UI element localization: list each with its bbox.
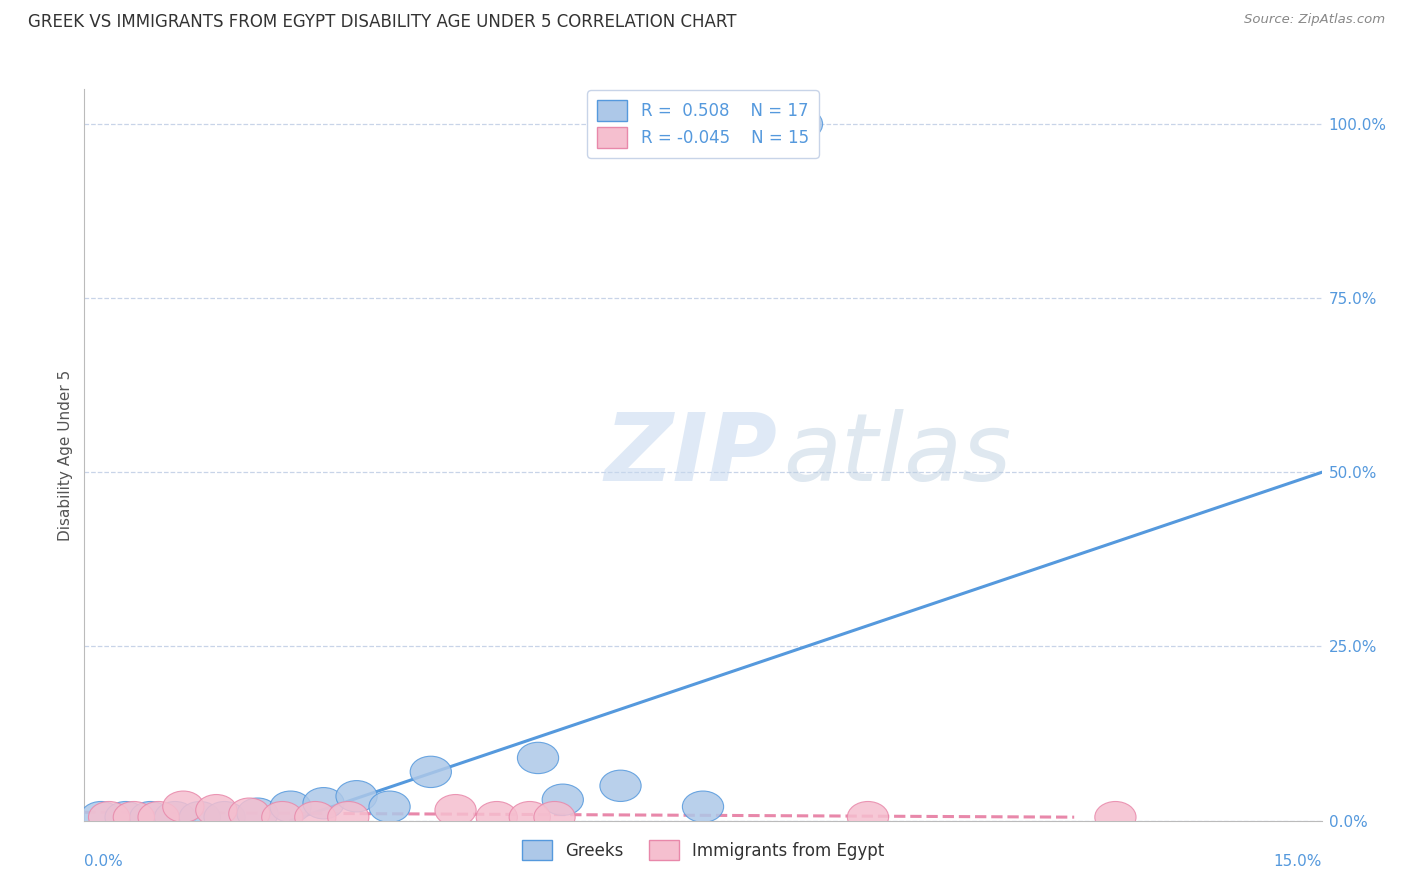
Ellipse shape	[782, 108, 823, 140]
Ellipse shape	[179, 802, 221, 833]
Text: 0.0%: 0.0%	[84, 854, 124, 869]
Text: GREEK VS IMMIGRANTS FROM EGYPT DISABILITY AGE UNDER 5 CORRELATION CHART: GREEK VS IMMIGRANTS FROM EGYPT DISABILIT…	[28, 13, 737, 31]
Ellipse shape	[163, 791, 204, 822]
Ellipse shape	[534, 802, 575, 833]
Ellipse shape	[155, 802, 195, 833]
Ellipse shape	[543, 784, 583, 815]
Ellipse shape	[411, 756, 451, 788]
Text: 15.0%: 15.0%	[1274, 854, 1322, 869]
Ellipse shape	[336, 780, 377, 812]
Ellipse shape	[509, 802, 550, 833]
Text: ZIP: ZIP	[605, 409, 778, 501]
Ellipse shape	[295, 802, 336, 833]
Ellipse shape	[368, 791, 411, 822]
Ellipse shape	[105, 802, 146, 833]
Ellipse shape	[477, 802, 517, 833]
Ellipse shape	[434, 795, 477, 826]
Ellipse shape	[129, 802, 172, 833]
Ellipse shape	[195, 795, 238, 826]
Text: atlas: atlas	[783, 409, 1012, 500]
Ellipse shape	[229, 798, 270, 830]
Ellipse shape	[682, 791, 724, 822]
Ellipse shape	[114, 802, 155, 833]
Ellipse shape	[262, 802, 302, 833]
Ellipse shape	[238, 798, 278, 830]
Ellipse shape	[328, 802, 368, 833]
Ellipse shape	[80, 802, 121, 833]
Ellipse shape	[1095, 802, 1136, 833]
Ellipse shape	[138, 802, 179, 833]
Ellipse shape	[848, 802, 889, 833]
Text: Source: ZipAtlas.com: Source: ZipAtlas.com	[1244, 13, 1385, 27]
Ellipse shape	[517, 742, 558, 773]
Ellipse shape	[302, 788, 344, 819]
Ellipse shape	[600, 770, 641, 802]
Ellipse shape	[204, 802, 245, 833]
Y-axis label: Disability Age Under 5: Disability Age Under 5	[58, 369, 73, 541]
Legend: Greeks, Immigrants from Egypt: Greeks, Immigrants from Egypt	[515, 833, 891, 867]
Ellipse shape	[89, 802, 129, 833]
Ellipse shape	[270, 791, 311, 822]
